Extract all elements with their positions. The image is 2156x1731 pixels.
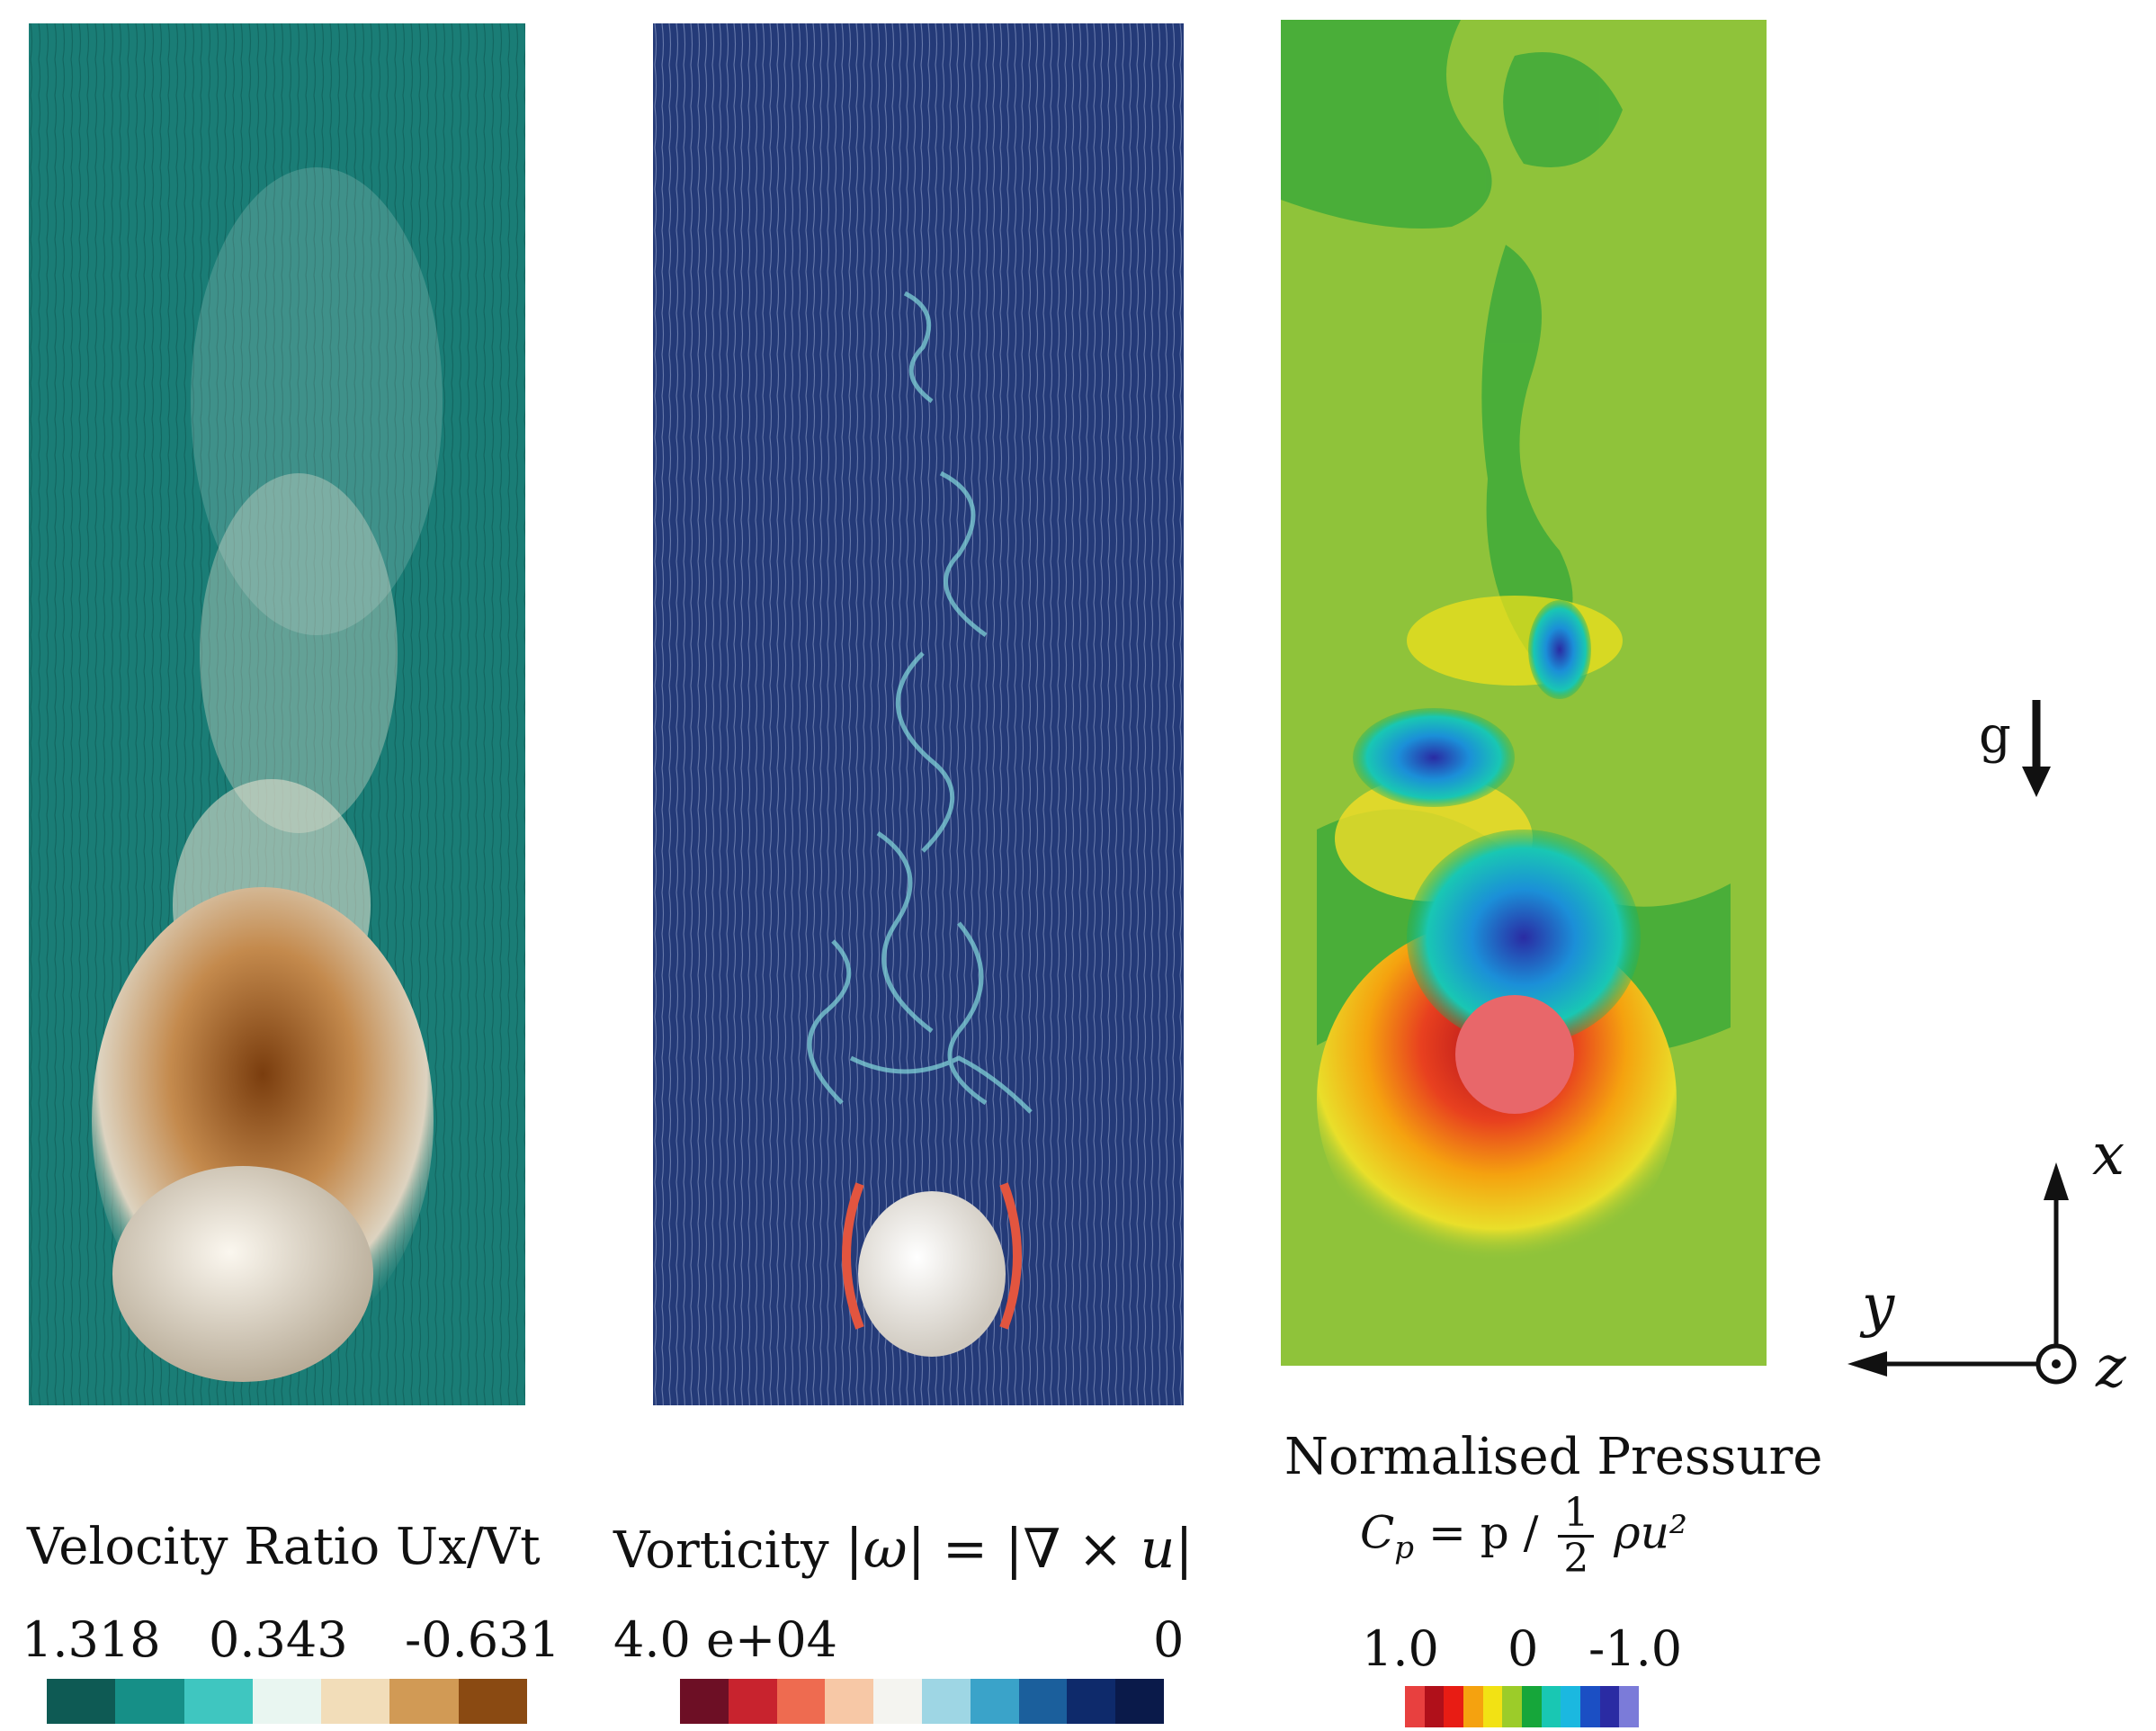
pressure-colorbar-swatch — [1619, 1686, 1640, 1727]
velocity-tick-min: -0.631 — [405, 1611, 560, 1668]
pressure-formula: Cp = p / 1 2 ρu² — [1360, 1493, 1687, 1579]
vorticity-colorbar-swatch — [728, 1679, 777, 1724]
vorticity-colorbar-swatch — [825, 1679, 874, 1724]
pressure-colorbar-swatch — [1482, 1686, 1503, 1727]
fraction-denominator: 2 — [1563, 1536, 1589, 1582]
pressure-legend-title: Normalised Pressure — [1284, 1428, 1823, 1486]
velocity-field-image — [29, 23, 525, 1405]
y-axis-label: y — [1862, 1273, 1895, 1340]
pressure-colorbar — [1405, 1686, 1640, 1727]
velocity-tick-mid: 0.343 — [209, 1611, 348, 1668]
pressure-colorbar-swatch — [1405, 1686, 1425, 1727]
vorticity-tick-min: 0 — [1153, 1611, 1185, 1668]
velocity-colorbar-swatch — [321, 1679, 390, 1724]
gravity-label: g — [1979, 706, 2011, 765]
vorticity-colorbar-swatch — [1018, 1679, 1068, 1724]
pressure-colorbar-swatch — [1580, 1686, 1600, 1727]
vorticity-colorbar-swatch — [776, 1679, 826, 1724]
pressure-colorbar-swatch — [1561, 1686, 1581, 1727]
vorticity-colorbar-swatch — [1115, 1679, 1164, 1724]
velocity-tick-max: 1.318 — [22, 1611, 161, 1668]
pressure-field-image — [1281, 20, 1767, 1366]
vorticity-colorbar — [680, 1679, 1164, 1724]
velocity-colorbar-swatch — [183, 1679, 253, 1724]
pressure-tick-min: -1.0 — [1588, 1620, 1683, 1677]
velocity-colorbar — [47, 1679, 527, 1724]
velocity-colorbar-swatch — [252, 1679, 322, 1724]
pressure-colorbar-swatch — [1541, 1686, 1561, 1727]
velocity-colorbar-swatch — [389, 1679, 459, 1724]
sphere — [112, 1166, 373, 1382]
pressure-colorbar-swatch — [1522, 1686, 1542, 1727]
pressure-colorbar-swatch — [1599, 1686, 1620, 1727]
velocity-colorbar-swatch — [458, 1679, 527, 1724]
gravity-arrow-icon — [2022, 700, 2051, 797]
vorticity-colorbar-swatch — [921, 1679, 971, 1724]
fraction-numerator: 1 — [1558, 1493, 1595, 1538]
coordinate-axes-icon — [1847, 1162, 2077, 1385]
z-axis-label: z — [2096, 1334, 2126, 1401]
pressure-colorbar-swatch — [1444, 1686, 1464, 1727]
vorticity-colorbar-swatch — [680, 1679, 729, 1724]
pressure-colorbar-swatch — [1463, 1686, 1483, 1727]
pressure-panel — [1281, 20, 1767, 1366]
formula-fraction: 1 2 — [1558, 1493, 1595, 1582]
x-axis-label: x — [2092, 1122, 2125, 1188]
formula-rhs: ρu² — [1614, 1506, 1687, 1559]
velocity-legend-title: Velocity Ratio Ux/Vt — [27, 1518, 541, 1576]
pressure-tick-mid: 0 — [1507, 1620, 1539, 1677]
pressure-colorbar-swatch — [1424, 1686, 1445, 1727]
vorticity-field-image — [653, 23, 1184, 1405]
velocity-panel — [29, 23, 525, 1405]
vorticity-panel — [653, 23, 1184, 1405]
vorticity-legend-title: Vorticity |ω| = |∇ × u| — [613, 1522, 1194, 1576]
vorticity-colorbar-swatch — [970, 1679, 1019, 1724]
velocity-colorbar-swatch — [47, 1679, 116, 1724]
cp-symbol: C — [1360, 1506, 1395, 1559]
formula-middle: = p / — [1427, 1506, 1539, 1559]
vorticity-formula: |ω| = |∇ × u| — [845, 1518, 1194, 1581]
pressure-tick-max: 1.0 — [1362, 1620, 1439, 1677]
sphere — [858, 1191, 1006, 1357]
sphere — [1455, 995, 1574, 1114]
vorticity-title-text: Vorticity — [613, 1521, 829, 1580]
vorticity-colorbar-swatch — [873, 1679, 922, 1724]
vorticity-tick-max: 4.0 e+04 — [613, 1611, 837, 1668]
velocity-colorbar-swatch — [115, 1679, 184, 1724]
pressure-colorbar-swatch — [1502, 1686, 1523, 1727]
vorticity-colorbar-swatch — [1067, 1679, 1116, 1724]
cp-subscript: p — [1394, 1529, 1415, 1566]
